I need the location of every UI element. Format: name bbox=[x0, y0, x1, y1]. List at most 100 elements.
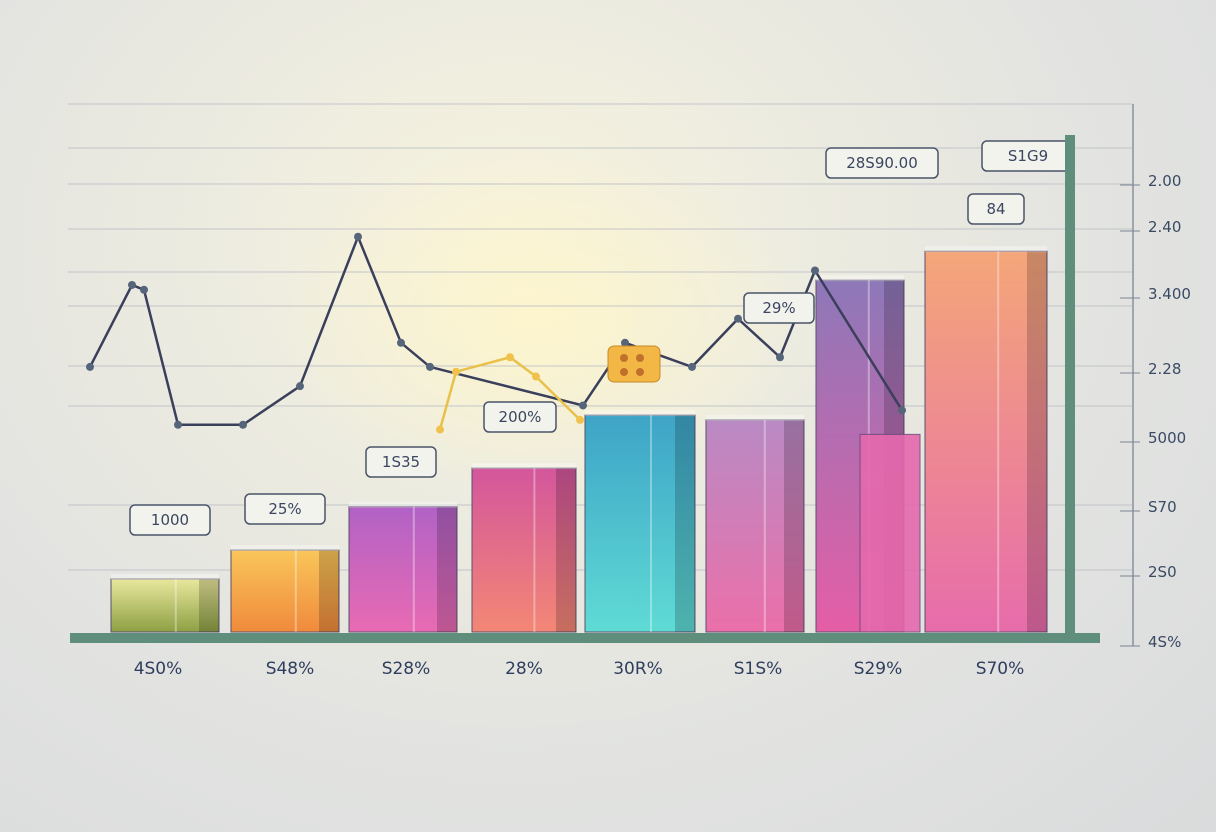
bar-front bbox=[471, 467, 577, 633]
y-tick-label: 5000 bbox=[1148, 429, 1186, 447]
bar-top bbox=[925, 246, 1047, 253]
y-tick-label: 2.28 bbox=[1148, 360, 1181, 378]
bar-side bbox=[1027, 251, 1047, 632]
y-tick-label: 2S0 bbox=[1148, 563, 1177, 581]
callout: 29% bbox=[743, 292, 815, 324]
background-glow bbox=[280, 150, 800, 490]
callouts: 1000 25% 1S35 200% 29% 28S90.00 84 S1G9 bbox=[129, 140, 1075, 536]
x-tick-label: S70% bbox=[976, 659, 1025, 679]
callout: 84 bbox=[967, 193, 1025, 225]
trend-point bbox=[397, 338, 405, 347]
trend-point bbox=[296, 382, 304, 391]
bar-top bbox=[706, 414, 804, 421]
trend-point bbox=[174, 420, 182, 429]
x-tick-label: S28% bbox=[382, 659, 431, 679]
callout: 1S35 bbox=[365, 446, 437, 478]
bar bbox=[924, 246, 1048, 633]
callout-label: 84 bbox=[986, 200, 1005, 218]
bar-top bbox=[349, 501, 457, 508]
highlight-point bbox=[576, 415, 584, 424]
bar-top bbox=[585, 410, 695, 417]
bar-front bbox=[348, 506, 458, 633]
y-tick-label: 4S% bbox=[1148, 633, 1181, 651]
trend-point bbox=[734, 314, 742, 323]
highlight-point bbox=[532, 372, 540, 381]
bar-side bbox=[784, 419, 804, 632]
callout-box bbox=[825, 147, 939, 179]
bars bbox=[110, 246, 1048, 633]
callout: 1000 bbox=[129, 504, 211, 536]
x-tick-label: S1S% bbox=[734, 659, 783, 679]
callout: 28S90.00 bbox=[825, 147, 939, 179]
trend-point bbox=[426, 362, 434, 371]
trend-point bbox=[579, 401, 587, 410]
callout-label: 28S90.00 bbox=[846, 154, 918, 172]
labels: 2.00 2.40 3.400 2.28 5000 S70 2S0 4S% 4S0% S48% S2… bbox=[134, 172, 1191, 679]
callout-label: 1000 bbox=[151, 511, 189, 529]
callout-label: 1S35 bbox=[382, 453, 420, 471]
bar-front bbox=[705, 419, 805, 633]
callout-box bbox=[483, 401, 557, 433]
bar-side bbox=[556, 468, 576, 632]
trend-point bbox=[128, 280, 136, 289]
badge-dot bbox=[636, 368, 644, 376]
callout-label: 25% bbox=[268, 500, 301, 518]
badge-dot bbox=[636, 354, 644, 362]
x-tick-label: 4S0% bbox=[134, 659, 183, 679]
bar bbox=[230, 545, 340, 633]
bar-side bbox=[675, 415, 695, 632]
bar bbox=[348, 501, 458, 633]
callout-box bbox=[365, 446, 437, 478]
trend-point bbox=[239, 420, 247, 429]
callout: S1G9 bbox=[981, 140, 1075, 172]
trend-point bbox=[354, 232, 362, 241]
trend-point bbox=[86, 362, 94, 371]
axis-post bbox=[1065, 135, 1075, 635]
trend-lines bbox=[86, 232, 906, 434]
callout-label: S1G9 bbox=[1008, 147, 1048, 165]
x-tick-label: S29% bbox=[854, 659, 903, 679]
x-tick-label: 28% bbox=[505, 659, 543, 679]
callout: 200% bbox=[483, 401, 557, 433]
bar-top bbox=[111, 573, 219, 580]
bar-secondary bbox=[859, 433, 921, 633]
bar bbox=[110, 573, 220, 633]
bar-front bbox=[110, 578, 220, 633]
badge-dot bbox=[620, 368, 628, 376]
y-tick-label: 2.00 bbox=[1148, 172, 1181, 190]
callout: 25% bbox=[244, 493, 326, 525]
bar-side bbox=[199, 578, 219, 632]
callout-box bbox=[743, 292, 815, 324]
bar bbox=[584, 410, 696, 633]
bar-side bbox=[319, 550, 339, 632]
y-tick-label: S70 bbox=[1148, 498, 1177, 516]
bar-side bbox=[437, 506, 457, 632]
bar-top bbox=[816, 275, 904, 282]
callout-box bbox=[244, 493, 326, 525]
callout-box bbox=[967, 193, 1025, 225]
bar-front bbox=[230, 549, 340, 633]
bar bbox=[705, 414, 805, 633]
trend-line bbox=[88, 233, 904, 426]
trend-point bbox=[621, 338, 629, 347]
baseline bbox=[70, 633, 1100, 643]
trend-point bbox=[898, 406, 906, 415]
y-tick-label: 3.400 bbox=[1148, 285, 1191, 303]
bar-top bbox=[231, 545, 339, 552]
axes bbox=[70, 104, 1140, 647]
badge bbox=[607, 345, 661, 383]
highlight-point bbox=[506, 353, 514, 362]
bar-front bbox=[584, 414, 696, 633]
trend-point bbox=[688, 362, 696, 371]
x-tick-label: 30R% bbox=[613, 659, 663, 679]
y-tick-label: 2.40 bbox=[1148, 218, 1181, 236]
callout-label: 29% bbox=[762, 299, 795, 317]
highlight-point bbox=[436, 425, 444, 434]
bar-front bbox=[924, 250, 1048, 633]
callout-box bbox=[129, 504, 211, 536]
badge-dot bbox=[620, 354, 628, 362]
bar bbox=[471, 463, 577, 633]
trend-point bbox=[776, 353, 784, 362]
highlight-point bbox=[452, 367, 460, 376]
